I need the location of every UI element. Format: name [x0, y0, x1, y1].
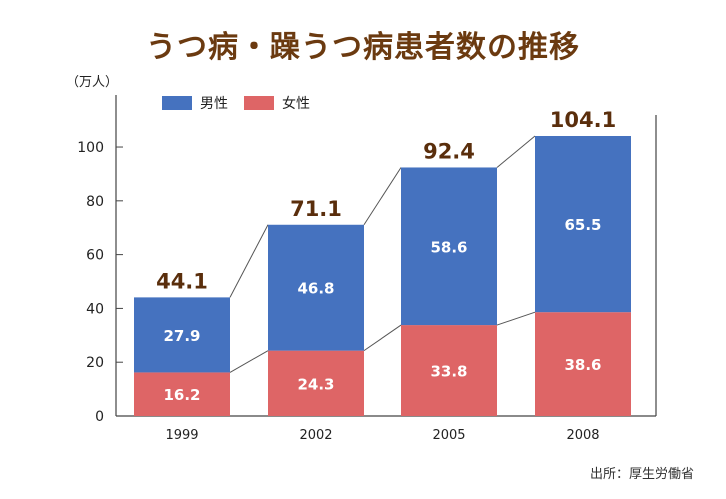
total-connector-line [363, 167, 402, 226]
data-label-female: 38.6 [564, 356, 601, 374]
bar-female-2002 [268, 350, 364, 416]
total-label: 104.1 [550, 108, 616, 132]
legend-label-male: 男性 [200, 96, 228, 112]
data-label-male: 46.8 [297, 280, 334, 298]
y-tick-label: 60 [86, 248, 104, 264]
x-tick-label: 1999 [165, 428, 198, 443]
bar-female-2008 [535, 312, 631, 416]
total-label: 92.4 [423, 139, 475, 163]
total-connector-line [229, 224, 269, 298]
legend-swatch-female [244, 96, 274, 110]
data-label-female: 24.3 [297, 375, 334, 393]
y-tick-label: 20 [86, 355, 104, 371]
total-label: 44.1 [156, 269, 208, 293]
x-tick-label: 2005 [432, 428, 465, 443]
x-tick-label: 2002 [299, 428, 332, 443]
y-tick-label: 0 [95, 409, 104, 425]
total-connector-line [496, 135, 536, 168]
bar-female-1999 [134, 372, 230, 416]
total-label: 71.1 [290, 197, 342, 221]
y-tick-label: 40 [86, 301, 104, 317]
x-tick-label: 2008 [566, 428, 599, 443]
legend-swatch-male [162, 96, 192, 110]
bar-male-1999 [134, 297, 230, 373]
bar-male-2008 [535, 136, 631, 313]
y-axis-unit-label: （万人） [66, 75, 118, 90]
bar-male-2002 [268, 224, 364, 351]
data-label-male: 58.6 [430, 238, 467, 256]
data-label-male: 65.5 [564, 216, 601, 234]
source-note: 出所：厚生労働省 [589, 467, 694, 482]
female-connector-line [229, 350, 269, 373]
female-connector-line [363, 324, 402, 352]
y-tick-label: 80 [86, 194, 104, 210]
bar-male-2005 [401, 167, 497, 326]
data-label-female: 16.2 [163, 386, 200, 404]
y-tick-label: 100 [77, 140, 104, 156]
legend-label-female: 女性 [282, 95, 310, 112]
chart-title: うつ病・躁うつ病患者数の推移 [146, 30, 580, 65]
bar-female-2005 [401, 325, 497, 416]
data-label-male: 27.9 [163, 327, 200, 345]
data-label-female: 33.8 [430, 363, 467, 381]
female-connector-line [496, 311, 536, 326]
